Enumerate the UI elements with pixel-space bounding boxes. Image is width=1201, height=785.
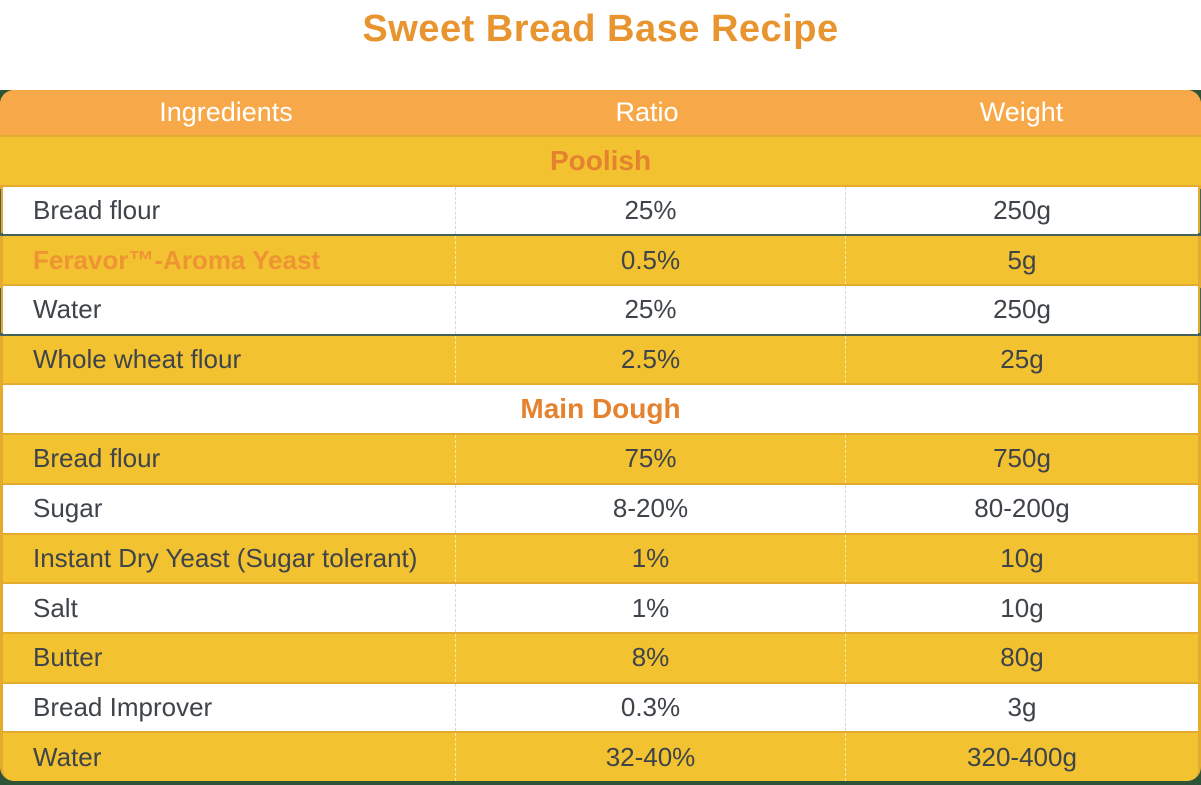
weight-cell: 320-400g [845, 733, 1198, 781]
ingredient-cell: Butter [33, 642, 103, 673]
ratio-cell: 8-20% [455, 484, 845, 533]
ratio-cell: 25% [455, 186, 845, 235]
table-row: Bread flour 25% 250g [0, 186, 1201, 235]
ratio-cell: 1% [455, 584, 845, 632]
ingredient-cell: Salt [33, 592, 78, 623]
ratio-cell: 32-40% [455, 733, 845, 781]
table-row: Bread Improver 0.3% 3g [0, 683, 1201, 732]
ratio-cell: 1% [455, 534, 845, 583]
ratio-cell: 8% [455, 633, 845, 682]
weight-cell: 3g [845, 683, 1198, 732]
weight-cell: 10g [845, 534, 1198, 583]
title-bar: Sweet Bread Base Recipe [0, 0, 1201, 90]
section-label: Main Dough [520, 393, 681, 425]
column-header-weight: Weight [979, 97, 1064, 127]
weight-cell: 10g [845, 584, 1198, 632]
page-title: Sweet Bread Base Recipe [362, 8, 839, 50]
weight-cell: 250g [845, 286, 1198, 334]
table-row: Instant Dry Yeast (Sugar tolerant) 1% 10… [0, 534, 1201, 583]
table-header-row: Ingredients Ratio Weight [0, 90, 1201, 135]
recipe-table: Ingredients Ratio Weight Poolish Bread f… [0, 90, 1201, 785]
section-header-poolish: Poolish [0, 137, 1201, 185]
table-row: Water 32-40% 320-400g [0, 733, 1201, 781]
ratio-cell: 2.5% [455, 335, 845, 384]
ingredient-cell: Bread flour [33, 443, 161, 474]
table-row: Butter 8% 80g [0, 633, 1201, 682]
ingredient-cell: Water [33, 294, 102, 325]
table-row: Bread flour 75% 750g [0, 435, 1201, 483]
ingredient-cell: Water [33, 741, 102, 772]
ratio-cell: 25% [455, 286, 845, 334]
ingredient-cell: Whole wheat flour [33, 344, 242, 375]
ingredient-cell: Bread flour [33, 195, 161, 226]
table-row: Sugar 8-20% 80-200g [0, 484, 1201, 533]
ingredient-cell: Instant Dry Yeast (Sugar tolerant) [33, 542, 418, 573]
ingredient-cell: Feravor™-Aroma Yeast [33, 244, 321, 275]
weight-cell: 5g [845, 236, 1198, 285]
table-row: Whole wheat flour 2.5% 25g [0, 335, 1201, 384]
weight-cell: 250g [845, 186, 1198, 235]
ratio-cell: 0.3% [455, 683, 845, 732]
ingredient-cell: Sugar [33, 493, 103, 524]
ratio-cell: 75% [455, 435, 845, 483]
table-row: Water 25% 250g [0, 286, 1201, 334]
recipe-table-card: Ingredients Ratio Weight Poolish Bread f… [0, 90, 1201, 781]
ingredient-cell: Bread Improver [33, 691, 213, 722]
weight-cell: 80-200g [845, 484, 1198, 533]
ratio-cell: 0.5% [455, 236, 845, 285]
table-row: Salt 1% 10g [0, 584, 1201, 632]
table-row-brand-yeast: Feravor™-Aroma Yeast 0.5% 5g [0, 236, 1201, 285]
weight-cell: 750g [845, 435, 1198, 483]
column-header-ingredients: Ingredients [159, 97, 293, 127]
section-header-main-dough: Main Dough [0, 385, 1201, 434]
weight-cell: 25g [845, 335, 1198, 384]
section-label: Poolish [549, 144, 652, 176]
weight-cell: 80g [845, 633, 1198, 682]
column-header-ratio: Ratio [615, 97, 679, 127]
